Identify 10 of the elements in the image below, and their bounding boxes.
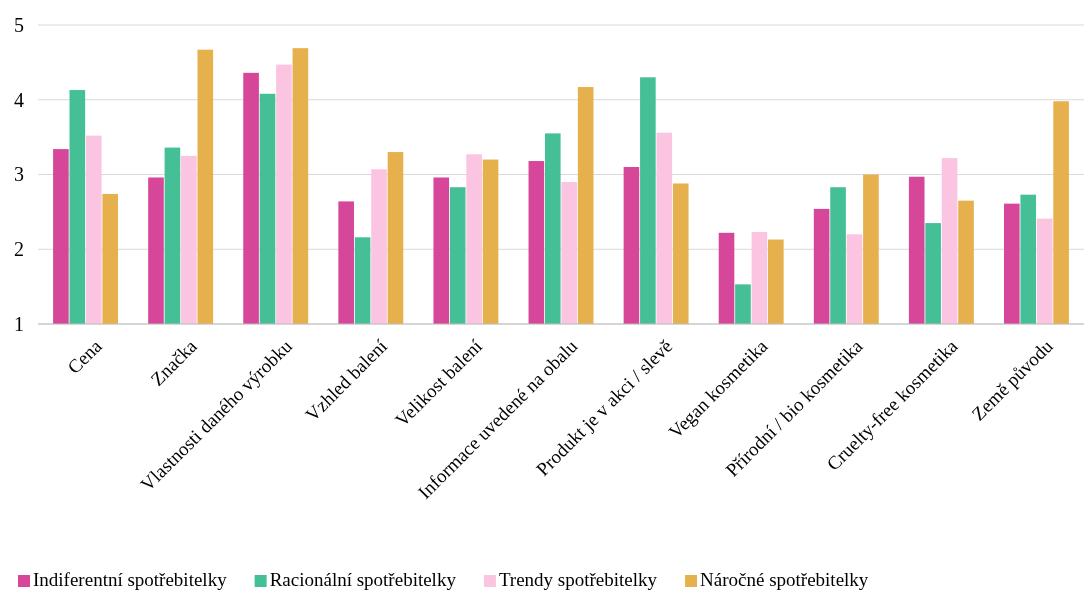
y-tick-label: 5 <box>14 13 24 36</box>
y-tick-label: 3 <box>14 163 24 186</box>
legend-label: Trendy spotřebitelky <box>498 569 658 590</box>
legend-label: Náročné spotřebitelky <box>700 569 869 590</box>
y-tick-label: 2 <box>14 238 24 261</box>
x-tick-label: Cena <box>63 334 107 378</box>
legend-label: Racionální spotřebitelky <box>269 569 457 590</box>
legend-label: Indiferentní spotřebitelky <box>33 569 228 590</box>
y-tick-label: 4 <box>14 88 24 111</box>
y-tick-label: 1 <box>14 312 24 335</box>
